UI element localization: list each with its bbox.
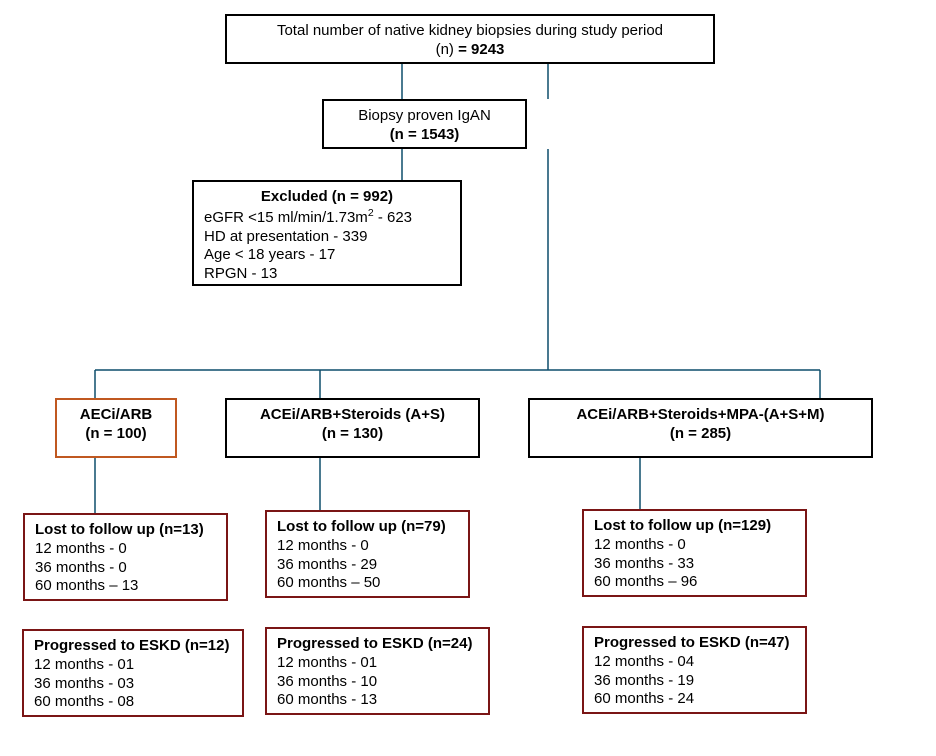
lost3-row-2: 60 months – 96 — [594, 573, 795, 592]
eskd1-row-2: 60 months - 08 — [34, 693, 232, 712]
excluded-row-3: RPGN - 13 — [204, 265, 450, 284]
eskd2-title: Progressed to ESKD (n=24) — [277, 635, 478, 654]
lost2-box: Lost to follow up (n=79)12 months - 036 … — [265, 510, 470, 598]
eskd3-row-0: 12 months - 04 — [594, 653, 795, 672]
eskd1-box: Progressed to ESKD (n=12)12 months - 013… — [22, 629, 244, 717]
total-line1: Total number of native kidney biopsies d… — [237, 22, 703, 41]
lost1-title: Lost to follow up (n=13) — [35, 521, 216, 540]
lost3-row-0: 12 months - 0 — [594, 536, 795, 555]
arm2-box: ACEi/ARB+Steroids (A+S)(n = 130) — [225, 398, 480, 458]
lost2-row-2: 60 months – 50 — [277, 574, 458, 593]
eskd3-box: Progressed to ESKD (n=47)12 months - 043… — [582, 626, 807, 714]
igan-line1: Biopsy proven IgAN — [334, 107, 515, 126]
arm-line2: (n = 100) — [67, 425, 165, 444]
total-box: Total number of native kidney biopsies d… — [225, 14, 715, 64]
arm-line1: ACEi/ARB+Steroids (A+S) — [237, 406, 468, 425]
eskd1-row-0: 12 months - 01 — [34, 656, 232, 675]
arm-line2: (n = 130) — [237, 425, 468, 444]
eskd2-row-0: 12 months - 01 — [277, 654, 478, 673]
arm1-box: AECi/ARB(n = 100) — [55, 398, 177, 458]
igan-box: Biopsy proven IgAN(n = 1543) — [322, 99, 527, 149]
eskd3-row-2: 60 months - 24 — [594, 690, 795, 709]
arm-line1: AECi/ARB — [67, 406, 165, 425]
eskd2-box: Progressed to ESKD (n=24)12 months - 013… — [265, 627, 490, 715]
eskd2-row-1: 36 months - 10 — [277, 673, 478, 692]
lost2-row-1: 36 months - 29 — [277, 556, 458, 575]
arm-line2: (n = 285) — [540, 425, 861, 444]
igan-line2: (n = 1543) — [334, 126, 515, 145]
lost1-row-1: 36 months - 0 — [35, 559, 216, 578]
lost3-title: Lost to follow up (n=129) — [594, 517, 795, 536]
arm-line1: ACEi/ARB+Steroids+MPA-(A+S+M) — [540, 406, 861, 425]
eskd1-title: Progressed to ESKD (n=12) — [34, 637, 232, 656]
lost3-box: Lost to follow up (n=129)12 months - 036… — [582, 509, 807, 597]
arm3-box: ACEi/ARB+Steroids+MPA-(A+S+M)(n = 285) — [528, 398, 873, 458]
excluded-row-2: Age < 18 years - 17 — [204, 246, 450, 265]
total-line2: (n) = 9243 — [237, 41, 703, 60]
lost2-title: Lost to follow up (n=79) — [277, 518, 458, 537]
eskd3-title: Progressed to ESKD (n=47) — [594, 634, 795, 653]
eskd3-row-1: 36 months - 19 — [594, 672, 795, 691]
lost1-row-2: 60 months – 13 — [35, 577, 216, 596]
lost1-row-0: 12 months - 0 — [35, 540, 216, 559]
eskd2-row-2: 60 months - 13 — [277, 691, 478, 710]
lost2-row-0: 12 months - 0 — [277, 537, 458, 556]
lost3-row-1: 36 months - 33 — [594, 555, 795, 574]
excluded-row-1: HD at presentation - 339 — [204, 228, 450, 247]
excluded-row-0: eGFR <15 ml/min/1.73m2 - 623 — [204, 207, 450, 228]
eskd1-row-1: 36 months - 03 — [34, 675, 232, 694]
excluded-box: Excluded (n = 992)eGFR <15 ml/min/1.73m2… — [192, 180, 462, 286]
lost1-box: Lost to follow up (n=13)12 months - 036 … — [23, 513, 228, 601]
excluded-title: Excluded (n = 992) — [204, 188, 450, 207]
